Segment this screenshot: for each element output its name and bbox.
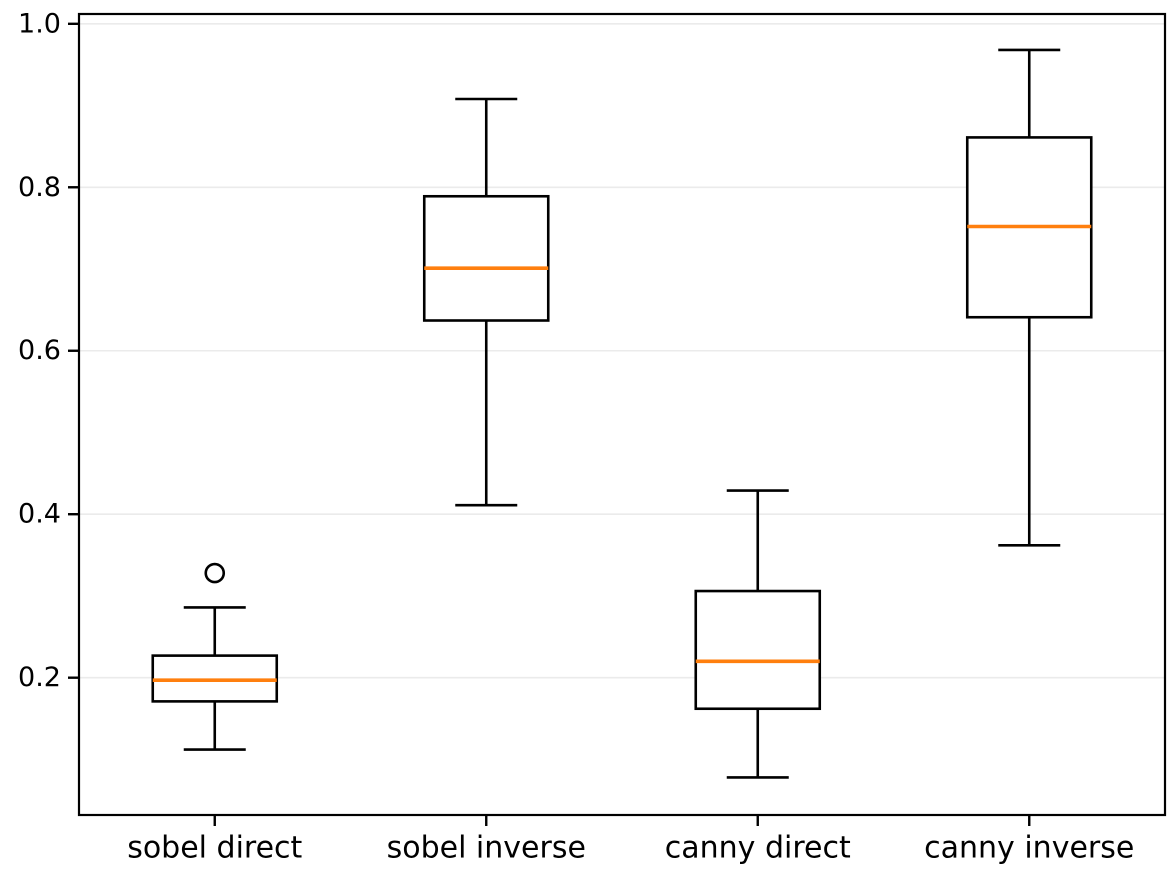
x-tick-label-sobel-inverse: sobel inverse [387, 831, 586, 866]
y-tick-label-0.4: 0.4 [18, 499, 61, 530]
box-canny-direct [694, 589, 822, 711]
y-tick-label-0.8: 0.8 [18, 172, 61, 203]
axes-spines [77, 12, 1167, 817]
x-tick-label-canny-inverse: canny inverse [924, 831, 1134, 866]
outlier-sobel-direct [204, 562, 226, 584]
y-tick-label-0.6: 0.6 [18, 335, 61, 366]
y-tick-label-0.2: 0.2 [18, 662, 61, 693]
x-tick-label-canny-direct: canny direct [665, 831, 851, 866]
y-tick-label-1: 1.0 [18, 8, 61, 39]
x-tick-label-sobel-direct: sobel direct [127, 831, 302, 866]
box-sobel-inverse [422, 194, 550, 322]
